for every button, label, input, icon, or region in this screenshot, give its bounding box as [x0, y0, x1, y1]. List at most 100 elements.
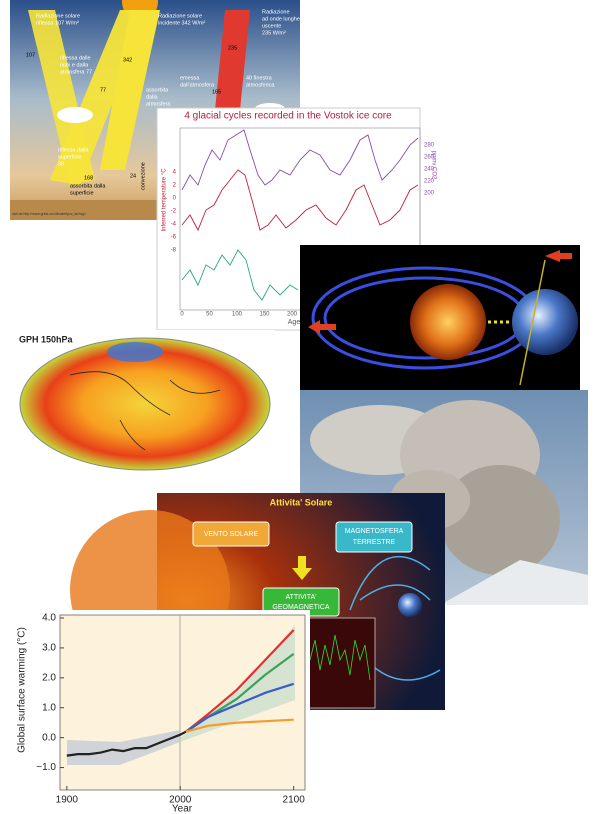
vostok-bg: [156, 107, 421, 331]
energy-label: nubi e dalla: [60, 62, 89, 68]
energy-label: incidente 342 W/m²: [158, 20, 206, 26]
inset-chart: [304, 617, 376, 709]
y2-tick-label: 260: [424, 155, 435, 161]
solar-labels: VENTO SOLARE MAGNETOSFERA TERRESTRE ATTIVIT…: [204, 528, 404, 611]
x-tick-label: 2000: [169, 795, 192, 806]
energy-label: superficie: [58, 154, 82, 160]
orbit-panel: [300, 245, 580, 390]
energy-label: Radiazione solare: [158, 13, 202, 19]
y-tick-label: 3.0: [42, 643, 56, 654]
x-tick-label: 50: [206, 312, 213, 318]
energy-label: assorbita: [146, 87, 169, 93]
energy-label: riflessa dalle: [60, 55, 91, 61]
y-tick-label: 2.0: [42, 672, 56, 683]
ash: [440, 465, 560, 575]
y-tick-label: -6: [171, 235, 177, 241]
y2-tick-label: 240: [424, 167, 435, 173]
energy-label: dall'atmosfera: [180, 82, 215, 88]
beam: [28, 10, 95, 185]
series-line: [185, 682, 295, 733]
x-tick-label: 2100: [283, 795, 306, 806]
y-tick-label: 2: [173, 183, 177, 189]
energy-label: emessa: [180, 75, 200, 81]
y-tick-label: 0: [173, 196, 177, 202]
energy-label: riflessa dalla: [58, 147, 90, 153]
axis: [519, 259, 546, 386]
energy-label: atmosferica: [246, 82, 275, 88]
series-line: [185, 718, 294, 733]
energy-label: uscente: [262, 23, 281, 29]
map: [19, 337, 271, 471]
energy-label: 235 W/m²: [262, 30, 286, 36]
box-label: TERRESTRE: [353, 539, 396, 546]
energy-label: assorbita dalla: [70, 183, 106, 189]
earth: [512, 289, 578, 355]
x-axis-label: Year: [172, 804, 193, 814]
energy-label: atmosfera 77: [60, 69, 92, 75]
vostok-x-label: Age: [288, 319, 301, 326]
energy-label: Radiazione solare: [36, 13, 80, 19]
series-line: [66, 730, 187, 757]
box-label: MAGNETOSFERA: [345, 528, 404, 535]
coastline: [69, 371, 221, 451]
box-label: ATTIVITA': [285, 594, 316, 601]
energy-label: dalla: [146, 94, 159, 100]
y-tick-label: -8: [171, 248, 177, 254]
uncertainty-band: [67, 730, 180, 765]
inset-line: [309, 634, 371, 681]
energy-label: 77: [100, 87, 106, 93]
mountain: [440, 560, 588, 605]
y2-tick-label: 200: [424, 191, 435, 197]
y-tick-label: 1.0: [42, 702, 56, 713]
temp-line: [181, 169, 419, 232]
y-axis-label: Global surface warming (°C): [17, 627, 28, 753]
arrow: [545, 250, 572, 262]
vostok-y2-label: ppmv CO2: [430, 151, 436, 180]
arrow: [292, 556, 312, 580]
energy-label: dati da http://www.grida.no/climate/ipcc…: [12, 212, 86, 216]
energy-label: 165: [212, 89, 221, 95]
box-label: GEOMAGNETICA: [272, 604, 330, 611]
x-tick-label: 0: [180, 312, 184, 318]
energy-label: ad onde lunghe: [262, 16, 300, 22]
map-panel: GPH 150hPa: [15, 330, 275, 475]
x-tick-label: 200: [287, 312, 298, 318]
map-low: [107, 342, 163, 362]
cloud: [57, 107, 93, 123]
energy-label: 342: [123, 57, 132, 63]
warming-panel: [10, 610, 310, 814]
earth: [398, 593, 422, 617]
energy-label: convezione: [140, 162, 146, 190]
y-tick-label: 4.0: [42, 613, 56, 624]
box-label: VENTO SOLARE: [204, 531, 259, 538]
energy-label: riflessa 107 W/m²: [36, 20, 79, 26]
energy-label: superficie: [70, 190, 94, 196]
y-tick-label: -2: [171, 209, 177, 215]
energy-label: 168: [84, 175, 93, 181]
x-tick-label: 100: [232, 312, 243, 318]
energy-label: 30: [58, 161, 64, 167]
energy-label: 235: [228, 45, 237, 51]
series-line: [185, 629, 295, 733]
energy-label: atmosfera: [146, 101, 171, 107]
box: [192, 521, 270, 547]
y-tick-label: −1.0: [36, 762, 56, 773]
x-tick-label: 1900: [56, 795, 79, 806]
vostok-ticks: 4 2 0 -2 -4 -6 -8 280 260 240 220 200 0 50 100 150 200: [171, 143, 435, 318]
y-tick-label: -4: [171, 222, 177, 228]
co2-line: [181, 129, 419, 191]
vostok-title: 4 glacial cycles recorded in the Vostok …: [184, 111, 392, 122]
y2-tick-label: 280: [424, 143, 435, 149]
y-tick-label: 0.0: [42, 732, 56, 743]
y2-tick-label: 220: [424, 179, 435, 185]
vostok-panel: 4 glacial cycles recorded in the Vostok …: [156, 107, 436, 331]
warming-chart: 4.0 3.0 2.0 1.0 0.0 −1.0 1900 2000 2100 Year Globa…: [17, 613, 306, 814]
energy-label: 40 finestra: [246, 75, 273, 81]
vostok-y-label: Inferred temperature °C: [162, 168, 168, 232]
dust-line: [181, 249, 299, 301]
energy-label: Radiazione: [262, 9, 290, 15]
sun: [410, 284, 486, 360]
arrow: [308, 320, 336, 334]
